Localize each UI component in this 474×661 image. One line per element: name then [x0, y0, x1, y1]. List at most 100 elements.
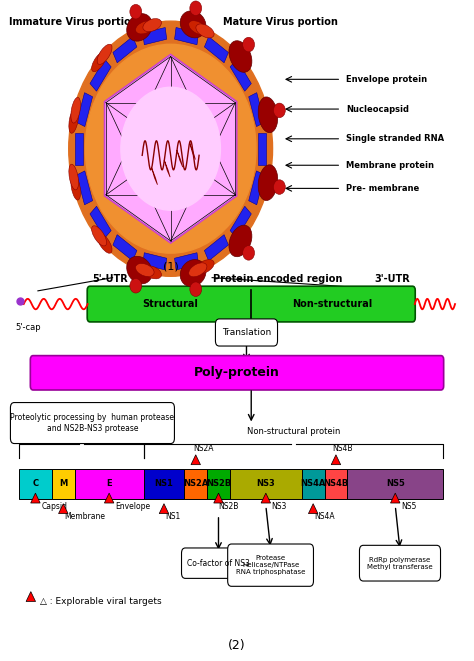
Ellipse shape: [180, 260, 206, 287]
Text: Non-structural protein: Non-structural protein: [246, 426, 340, 436]
Ellipse shape: [121, 87, 220, 210]
Text: Structural protein: Structural protein: [44, 426, 118, 436]
Text: 5'-UTR: 5'-UTR: [92, 274, 128, 284]
Bar: [184, 469, 207, 499]
Polygon shape: [159, 504, 169, 514]
Ellipse shape: [136, 264, 154, 276]
Ellipse shape: [69, 108, 79, 134]
Ellipse shape: [273, 103, 285, 118]
FancyBboxPatch shape: [228, 544, 313, 586]
FancyBboxPatch shape: [359, 545, 440, 581]
Text: △ : Explorable viral targets: △ : Explorable viral targets: [40, 597, 162, 606]
Text: RdRp polymerase
Methyl transferase: RdRp polymerase Methyl transferase: [367, 557, 433, 570]
Ellipse shape: [85, 44, 256, 253]
Ellipse shape: [130, 278, 142, 293]
Text: Single stranded RNA: Single stranded RNA: [346, 134, 444, 143]
Ellipse shape: [71, 97, 81, 123]
Text: Translation: Translation: [222, 328, 271, 337]
Text: 3'-UTR: 3'-UTR: [374, 274, 410, 284]
Polygon shape: [249, 93, 264, 126]
Polygon shape: [174, 253, 199, 270]
Text: NS2B: NS2B: [206, 479, 231, 488]
Ellipse shape: [91, 52, 107, 71]
Ellipse shape: [258, 165, 278, 200]
Text: Non-structural: Non-structural: [292, 299, 372, 309]
Text: Capsid: Capsid: [42, 502, 68, 511]
Text: M: M: [59, 479, 67, 488]
Polygon shape: [143, 253, 167, 270]
Text: NS4B: NS4B: [332, 444, 353, 453]
Ellipse shape: [130, 5, 142, 19]
Text: NS3: NS3: [256, 479, 275, 488]
Polygon shape: [258, 133, 266, 165]
Bar: [19, 469, 52, 499]
Ellipse shape: [143, 266, 162, 279]
Text: Co-factor of NS3: Co-factor of NS3: [187, 559, 250, 568]
Ellipse shape: [190, 282, 201, 297]
Text: NS4A: NS4A: [314, 512, 335, 522]
Bar: [347, 469, 443, 499]
Polygon shape: [113, 36, 137, 63]
Polygon shape: [249, 171, 264, 205]
Polygon shape: [391, 493, 400, 503]
Ellipse shape: [196, 260, 214, 274]
Text: Envelope protein: Envelope protein: [346, 75, 427, 84]
Ellipse shape: [97, 44, 112, 64]
Ellipse shape: [97, 233, 112, 253]
Polygon shape: [77, 93, 92, 126]
Text: (2): (2): [228, 639, 246, 652]
Ellipse shape: [143, 19, 162, 32]
Ellipse shape: [127, 14, 152, 41]
Ellipse shape: [196, 24, 214, 38]
Text: Protein encoded region: Protein encoded region: [213, 274, 343, 284]
Bar: [230, 469, 302, 499]
Ellipse shape: [243, 37, 255, 52]
Text: NS2B: NS2B: [218, 502, 238, 511]
Text: Envelope: Envelope: [115, 502, 150, 511]
Polygon shape: [204, 235, 228, 261]
Polygon shape: [104, 493, 114, 503]
FancyBboxPatch shape: [215, 319, 277, 346]
Text: NS3: NS3: [272, 502, 287, 511]
Text: NS5: NS5: [401, 502, 416, 511]
Text: NS1: NS1: [155, 479, 173, 488]
Polygon shape: [105, 54, 237, 243]
Polygon shape: [31, 493, 40, 503]
Text: NS1: NS1: [165, 512, 180, 522]
Polygon shape: [230, 59, 251, 91]
Text: Mature Virus portion: Mature Virus portion: [223, 17, 337, 26]
Polygon shape: [75, 133, 83, 165]
Text: NS4B: NS4B: [323, 479, 348, 488]
Ellipse shape: [136, 21, 154, 34]
Text: NS2A: NS2A: [183, 479, 209, 488]
Ellipse shape: [229, 225, 252, 256]
Ellipse shape: [69, 164, 79, 190]
Polygon shape: [309, 504, 318, 514]
FancyBboxPatch shape: [182, 548, 255, 578]
Bar: [207, 469, 230, 499]
Text: Protease
Helicase/NTPase
RNA triphosphatase: Protease Helicase/NTPase RNA triphosphat…: [236, 555, 305, 575]
Text: 5'-cap: 5'-cap: [15, 323, 41, 332]
Ellipse shape: [71, 175, 81, 200]
Polygon shape: [90, 206, 111, 238]
Polygon shape: [77, 171, 92, 205]
Text: Pre- membrane: Pre- membrane: [346, 184, 419, 193]
Polygon shape: [143, 28, 167, 45]
FancyBboxPatch shape: [30, 356, 444, 390]
Ellipse shape: [190, 1, 201, 15]
Text: Membrane: Membrane: [64, 512, 105, 522]
Ellipse shape: [189, 263, 207, 277]
Bar: [302, 469, 325, 499]
Text: C: C: [32, 479, 38, 488]
Text: Membrane protein: Membrane protein: [346, 161, 434, 170]
Text: Proteolytic processing by  human protease
and NS2B-NS3 protease: Proteolytic processing by human protease…: [10, 413, 174, 433]
Polygon shape: [214, 493, 223, 503]
Text: Poly-protein: Poly-protein: [194, 366, 280, 379]
Ellipse shape: [243, 246, 255, 260]
Text: (1): (1): [163, 261, 179, 272]
Text: NS2A: NS2A: [193, 444, 214, 453]
Polygon shape: [26, 592, 36, 602]
Bar: [75, 469, 144, 499]
Ellipse shape: [189, 20, 207, 34]
Polygon shape: [59, 504, 68, 514]
